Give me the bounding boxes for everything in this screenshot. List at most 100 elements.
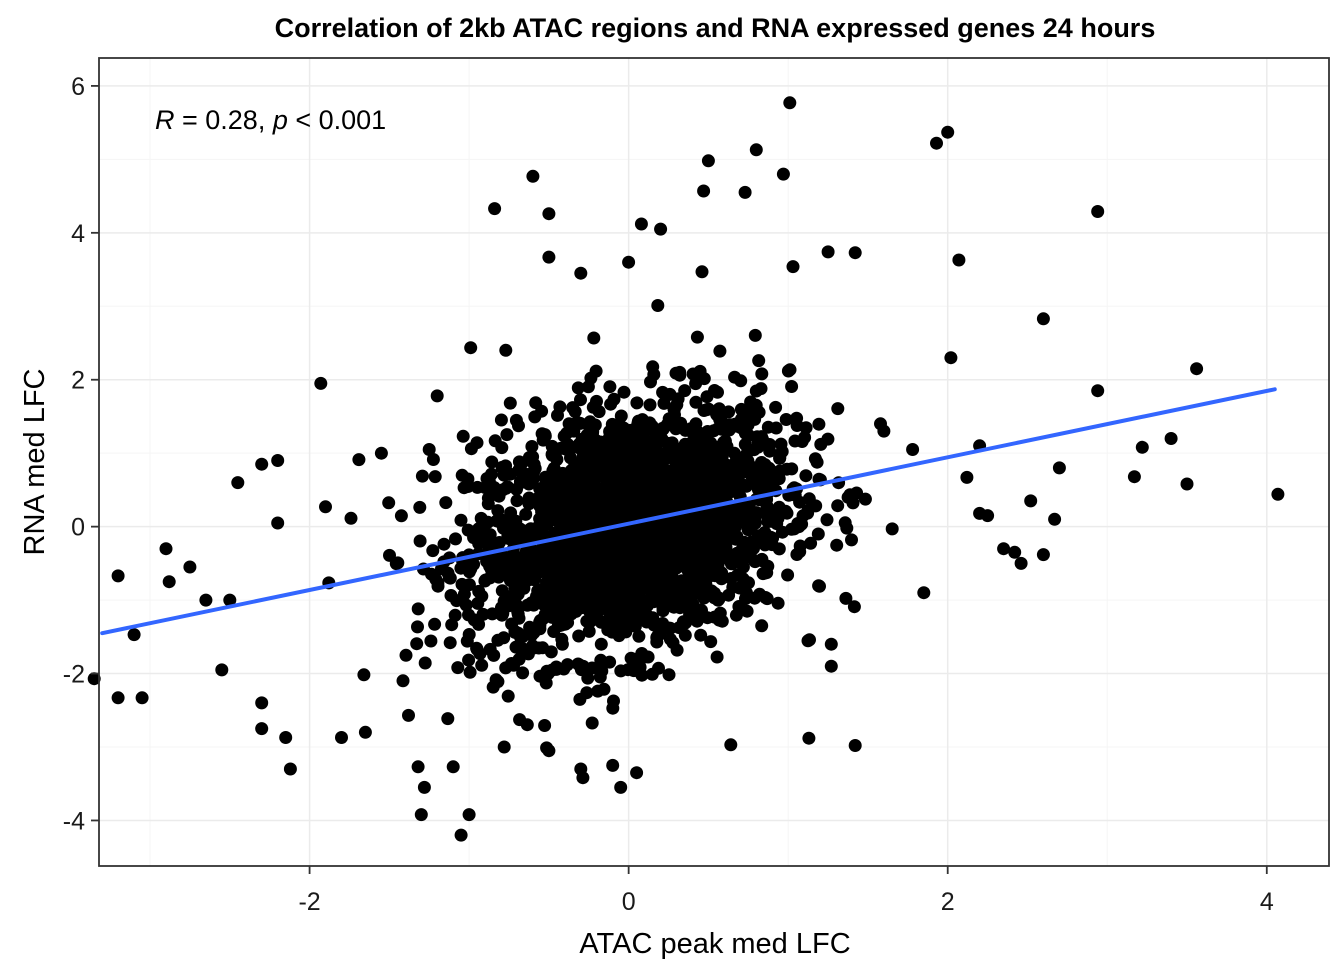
scatter-point bbox=[821, 245, 835, 259]
scatter-point bbox=[960, 470, 974, 484]
regression-line bbox=[100, 387, 1277, 636]
scatter-point bbox=[485, 455, 499, 469]
scatter-point bbox=[473, 647, 487, 661]
scatter-point bbox=[635, 647, 649, 660]
scatter-point bbox=[718, 434, 732, 448]
scatter-point bbox=[1135, 440, 1149, 454]
scatter-point bbox=[770, 517, 784, 531]
scatter-point bbox=[785, 380, 799, 393]
scatter-point bbox=[358, 725, 372, 739]
scatter-point bbox=[664, 464, 678, 478]
r-value: = 0.28, bbox=[175, 105, 273, 135]
scatter-point bbox=[628, 596, 642, 610]
scatter-point bbox=[630, 459, 644, 473]
scatter-point bbox=[610, 418, 624, 432]
x-tick-label: 2 bbox=[941, 888, 955, 916]
scatter-point bbox=[541, 667, 555, 681]
plot-border bbox=[98, 57, 1330, 867]
scatter-point bbox=[497, 740, 511, 754]
scatter-point bbox=[657, 396, 671, 410]
scatter-point bbox=[877, 424, 891, 438]
scatter-point bbox=[525, 440, 539, 453]
scatter-point bbox=[695, 445, 709, 458]
scatter-point bbox=[591, 684, 605, 698]
scatter-point bbox=[422, 443, 436, 456]
scatter-point bbox=[283, 762, 297, 776]
x-axis-title: ATAC peak med LFC bbox=[579, 928, 850, 960]
scatter-point bbox=[622, 255, 636, 269]
scatter-point bbox=[515, 475, 529, 489]
scatter-point bbox=[820, 513, 834, 527]
scatter-point bbox=[526, 169, 540, 183]
scatter-point bbox=[730, 453, 743, 466]
scatter-point bbox=[793, 495, 807, 509]
scatter-point bbox=[502, 590, 516, 604]
scatter-point bbox=[374, 446, 388, 460]
scatter-point bbox=[162, 575, 176, 589]
scatter-point bbox=[981, 509, 995, 523]
scatter-point bbox=[651, 299, 665, 312]
scatter-point bbox=[538, 719, 552, 732]
scatter-point bbox=[845, 533, 858, 547]
scatter-point bbox=[502, 599, 515, 613]
scatter-point bbox=[499, 343, 513, 357]
scatter-point bbox=[574, 393, 587, 407]
scatter-point bbox=[159, 542, 173, 556]
scatter-point bbox=[582, 624, 596, 638]
scatter-point bbox=[335, 731, 348, 744]
scatter-point bbox=[402, 708, 415, 722]
scatter-point bbox=[578, 567, 592, 581]
scatter-point bbox=[796, 509, 810, 523]
scatter-point bbox=[411, 620, 424, 634]
scatter-point bbox=[646, 611, 660, 625]
scatter-point bbox=[578, 490, 592, 504]
scatter-point bbox=[848, 246, 862, 260]
scatter-point bbox=[670, 398, 684, 412]
scatter-point bbox=[776, 167, 790, 181]
scatter-point bbox=[824, 659, 838, 673]
scatter-point bbox=[650, 437, 664, 451]
scatter-point bbox=[603, 380, 617, 394]
scatter-point bbox=[511, 626, 525, 640]
scatter-point bbox=[741, 516, 755, 530]
scatter-point bbox=[476, 607, 490, 621]
scatter-point bbox=[628, 503, 642, 517]
scatter-point bbox=[574, 266, 588, 280]
scatter-point bbox=[649, 534, 663, 548]
scatter-point bbox=[411, 760, 425, 774]
scatter-point bbox=[632, 629, 646, 643]
scatter-point bbox=[655, 470, 669, 484]
scatter-point bbox=[1014, 556, 1028, 570]
scatter-point bbox=[654, 544, 668, 558]
scatter-point bbox=[449, 532, 462, 546]
scatter-point bbox=[754, 382, 768, 396]
scatter-point bbox=[87, 672, 101, 686]
scatter-point bbox=[415, 469, 429, 483]
scatter-point bbox=[532, 641, 546, 655]
scatter-point bbox=[697, 184, 711, 198]
scatter-point bbox=[592, 506, 606, 520]
scatter-point bbox=[111, 569, 125, 583]
scatter-point bbox=[483, 642, 497, 656]
scatter-point bbox=[763, 444, 777, 458]
scatter-point bbox=[542, 207, 556, 221]
scatter-point bbox=[634, 217, 648, 231]
scatter-point bbox=[646, 458, 660, 472]
scatter-point bbox=[413, 534, 427, 548]
scatter-point bbox=[744, 468, 758, 482]
scatter-point bbox=[462, 653, 476, 667]
scatter-point bbox=[746, 399, 760, 413]
scatter-point bbox=[279, 731, 293, 744]
p-symbol: p bbox=[272, 105, 288, 135]
scatter-point bbox=[475, 658, 489, 672]
scatter-point bbox=[1036, 548, 1050, 562]
scatter-point bbox=[255, 457, 269, 471]
scatter-point bbox=[587, 331, 601, 345]
scatter-point bbox=[725, 511, 738, 525]
scatter-point bbox=[733, 581, 747, 595]
scatter-point bbox=[761, 420, 775, 434]
scatter-point bbox=[645, 481, 659, 495]
scatter-point bbox=[713, 344, 727, 358]
scatter-point bbox=[472, 537, 486, 551]
scatter-point bbox=[500, 428, 514, 442]
